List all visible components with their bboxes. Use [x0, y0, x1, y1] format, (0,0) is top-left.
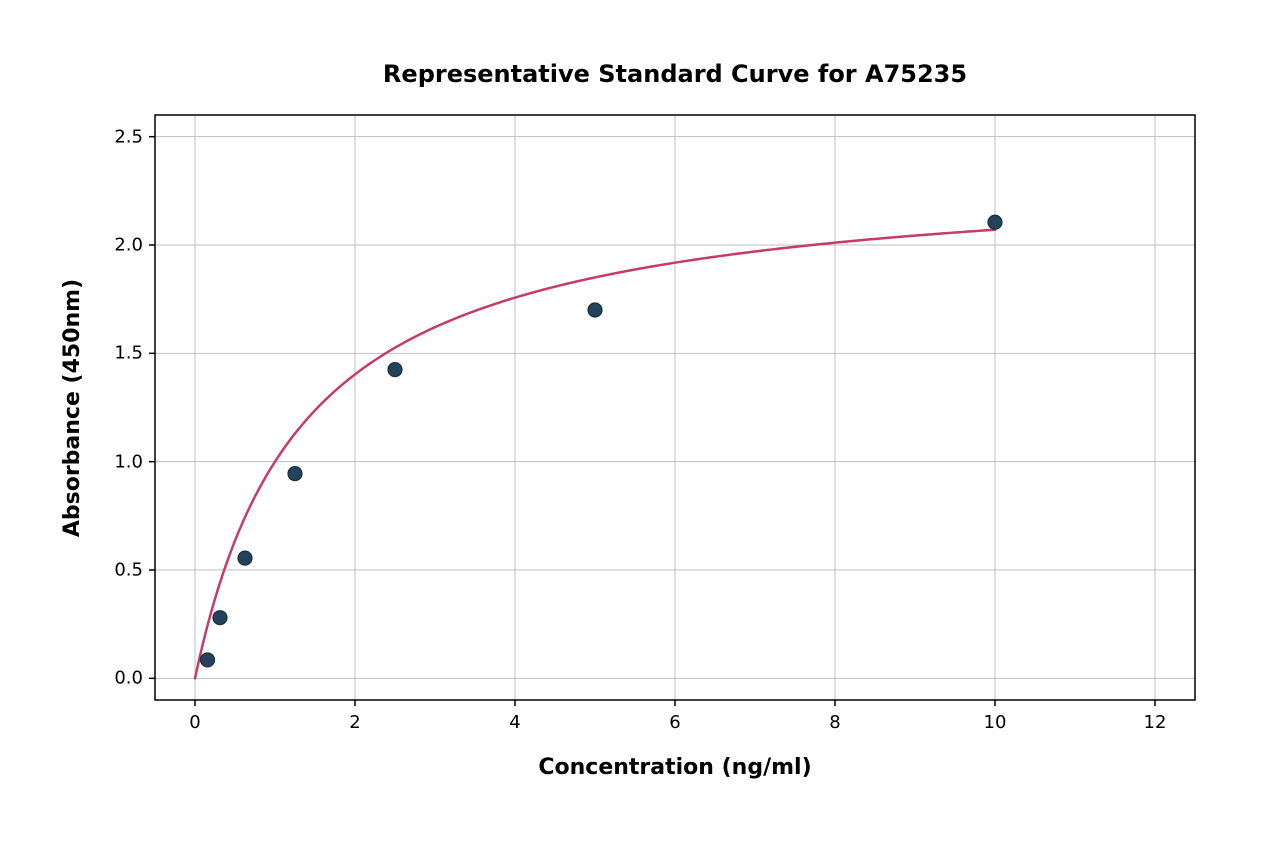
- x-axis-label: Concentration (ng/ml): [538, 755, 811, 780]
- y-tick-label: 2.5: [114, 126, 143, 147]
- x-tick-label: 2: [349, 712, 360, 733]
- x-tick-label: 10: [984, 712, 1007, 733]
- figure: Representative Standard Curve for A75235…: [0, 0, 1280, 845]
- x-tick-label: 0: [189, 712, 200, 733]
- y-tick-label: 1.5: [114, 343, 143, 364]
- x-tick-label: 4: [509, 712, 520, 733]
- x-tick-label: 12: [1144, 712, 1167, 733]
- plot-area: [155, 115, 1195, 700]
- y-axis-label: Absorbance (450nm): [60, 278, 85, 536]
- axes-layer: [155, 115, 1195, 700]
- chart-title: Representative Standard Curve for A75235: [383, 60, 967, 88]
- x-tick-label: 8: [829, 712, 840, 733]
- y-tick-label: 0.0: [114, 668, 143, 689]
- y-tick-label: 2.0: [114, 235, 143, 256]
- y-tick-label: 0.5: [114, 560, 143, 581]
- y-tick-label: 1.0: [114, 451, 143, 472]
- x-tick-label: 6: [669, 712, 680, 733]
